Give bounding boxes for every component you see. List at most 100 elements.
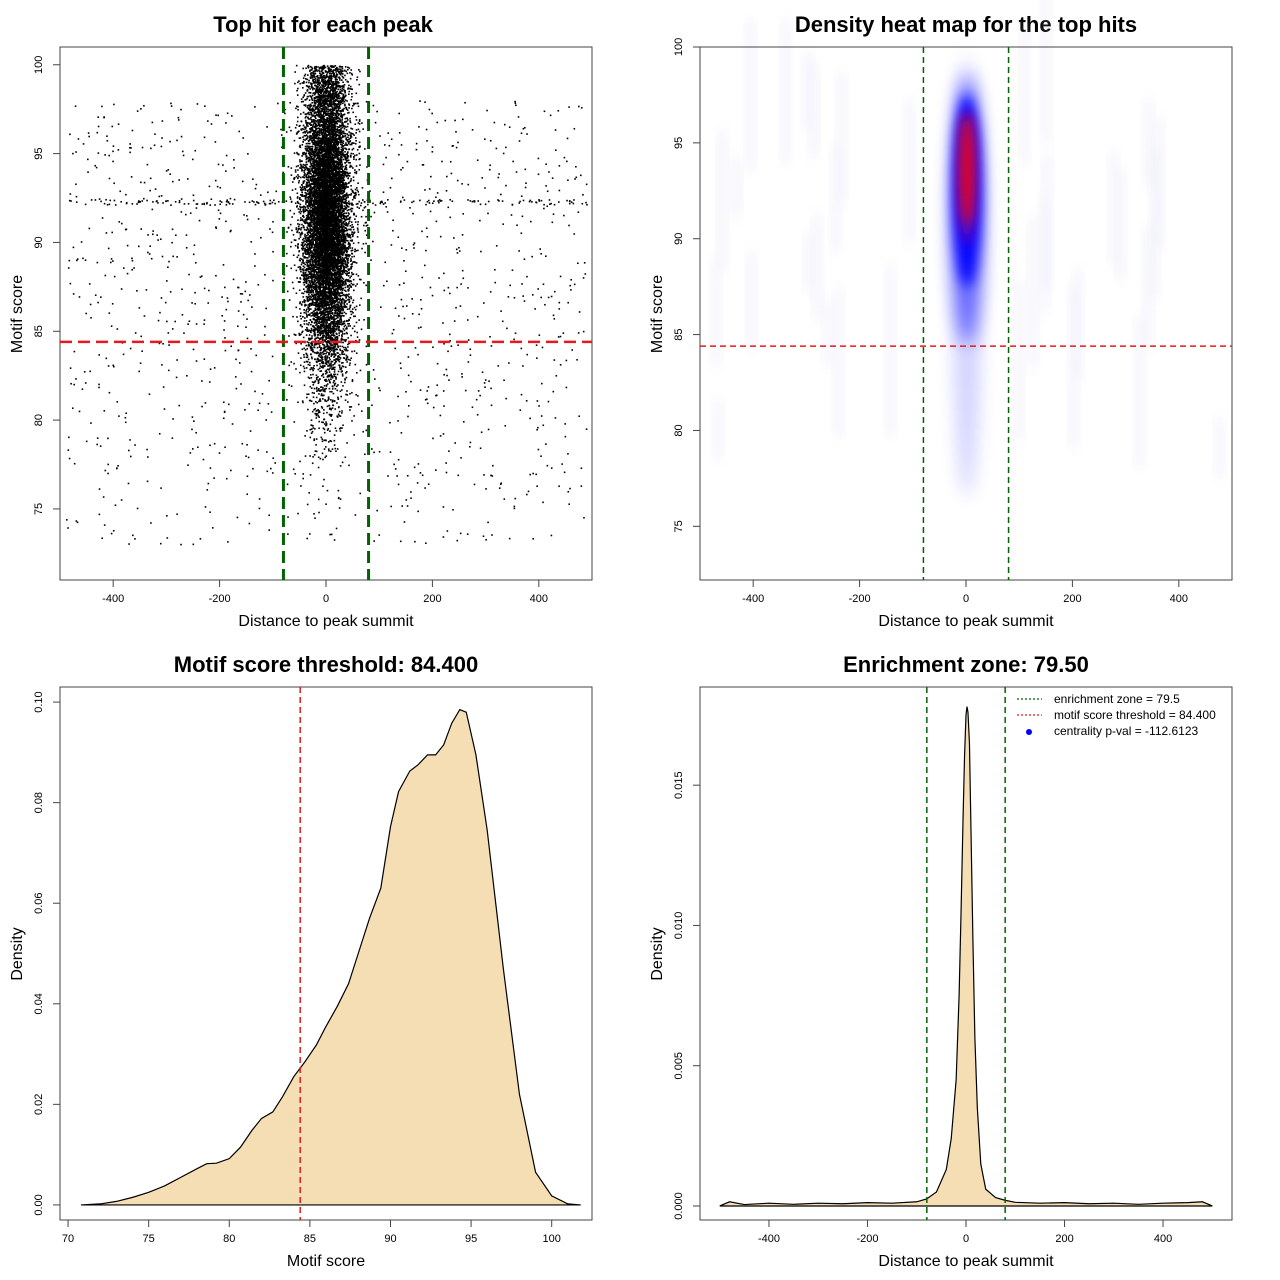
scatter-point: [329, 147, 332, 150]
scatter-point: [357, 191, 360, 193]
scatter-point: [237, 286, 239, 289]
scatter-point: [304, 290, 306, 293]
scatter-point: [297, 401, 299, 404]
scatter-point: [309, 533, 311, 535]
scatter-point: [98, 198, 101, 200]
scatter-point: [317, 133, 320, 136]
scatter-point: [477, 390, 480, 392]
scatter-point: [326, 316, 328, 318]
scatter-point: [335, 144, 338, 146]
scatter-point: [448, 379, 450, 381]
scatter-point: [323, 145, 325, 147]
scatter-point: [328, 304, 331, 306]
scatter-point: [484, 138, 486, 140]
scatter-point: [221, 315, 224, 317]
scatter-point: [257, 449, 259, 451]
scatter-point: [326, 489, 329, 492]
scatter-point: [349, 362, 351, 364]
scatter-point: [577, 211, 580, 213]
scatter-point: [304, 99, 306, 101]
scatter-point: [353, 195, 355, 198]
scatter-point: [199, 538, 202, 540]
scatter-point: [326, 71, 329, 74]
scatter-point: [309, 280, 311, 282]
scatter-point: [335, 108, 337, 110]
scatter-point: [525, 182, 527, 184]
scatter-point: [67, 449, 70, 451]
scatter-point: [330, 250, 333, 253]
scatter-point: [360, 410, 363, 412]
scatter-point: [246, 475, 249, 478]
scatter-point: [254, 187, 257, 190]
scatter-point: [563, 214, 565, 217]
scatter-point: [318, 511, 320, 514]
scatter-point: [343, 198, 346, 201]
scatter-point: [269, 199, 272, 202]
scatter-point: [446, 530, 449, 532]
scatter-point: [316, 336, 319, 339]
scatter-point: [289, 209, 292, 212]
scatter-point: [574, 178, 576, 180]
scatter-point: [376, 110, 378, 113]
scatter-point: [310, 400, 313, 402]
scatter-point: [458, 250, 461, 252]
scatter-point: [310, 428, 313, 430]
scatter-point: [320, 241, 322, 244]
scatter-point: [125, 412, 128, 415]
x-axis-label: Distance to peak summit: [238, 613, 414, 630]
scatter-point: [344, 94, 347, 97]
scatter-point: [435, 469, 437, 471]
scatter-point: [308, 247, 311, 250]
scatter-point: [428, 188, 431, 190]
scatter-point: [340, 100, 342, 103]
scatter-point: [311, 166, 313, 168]
scatter-point: [317, 131, 320, 134]
scatter-point: [309, 258, 312, 261]
scatter-point: [305, 241, 308, 244]
scatter-point: [331, 344, 333, 346]
scatter-point: [247, 153, 249, 155]
scatter-point: [261, 392, 264, 395]
scatter-point: [374, 121, 377, 124]
scatter-point: [526, 133, 528, 135]
scatter-point: [315, 324, 317, 326]
scatter-point: [321, 66, 324, 69]
scatter-point: [225, 170, 227, 172]
scatter-point: [322, 334, 324, 337]
scatter-point: [342, 196, 345, 198]
scatter-point: [490, 345, 493, 347]
scatter-point: [337, 140, 340, 143]
scatter-point: [318, 216, 321, 218]
scatter-point: [400, 168, 402, 171]
scatter-point: [403, 259, 405, 262]
scatter-point: [431, 150, 434, 153]
scatter-point: [271, 231, 274, 234]
scatter-point: [106, 203, 109, 206]
scatter-point: [161, 120, 164, 122]
scatter-point: [245, 455, 247, 458]
scatter-point: [250, 348, 252, 350]
scatter-point: [313, 220, 315, 223]
scatter-point: [67, 527, 69, 529]
scatter-point: [332, 157, 334, 159]
scatter-point: [322, 207, 324, 210]
scatter-point: [313, 214, 316, 217]
scatter-point: [330, 440, 333, 443]
scatter-point: [134, 444, 136, 446]
scatter-point: [306, 330, 309, 332]
scatter-point: [346, 153, 349, 156]
scatter-point: [480, 250, 482, 253]
scatter-point: [203, 287, 206, 290]
scatter-point: [246, 218, 249, 221]
scatter-point: [172, 255, 174, 258]
scatter-point: [334, 69, 337, 72]
scatter-point: [351, 107, 353, 110]
scatter-point: [467, 183, 470, 186]
scatter-point: [333, 339, 336, 342]
scatter-point: [399, 362, 402, 365]
scatter-point: [306, 259, 308, 262]
scatter-point: [308, 209, 311, 211]
scatter-point: [146, 480, 149, 483]
scatter-point: [209, 467, 212, 469]
scatter-point: [333, 259, 336, 261]
